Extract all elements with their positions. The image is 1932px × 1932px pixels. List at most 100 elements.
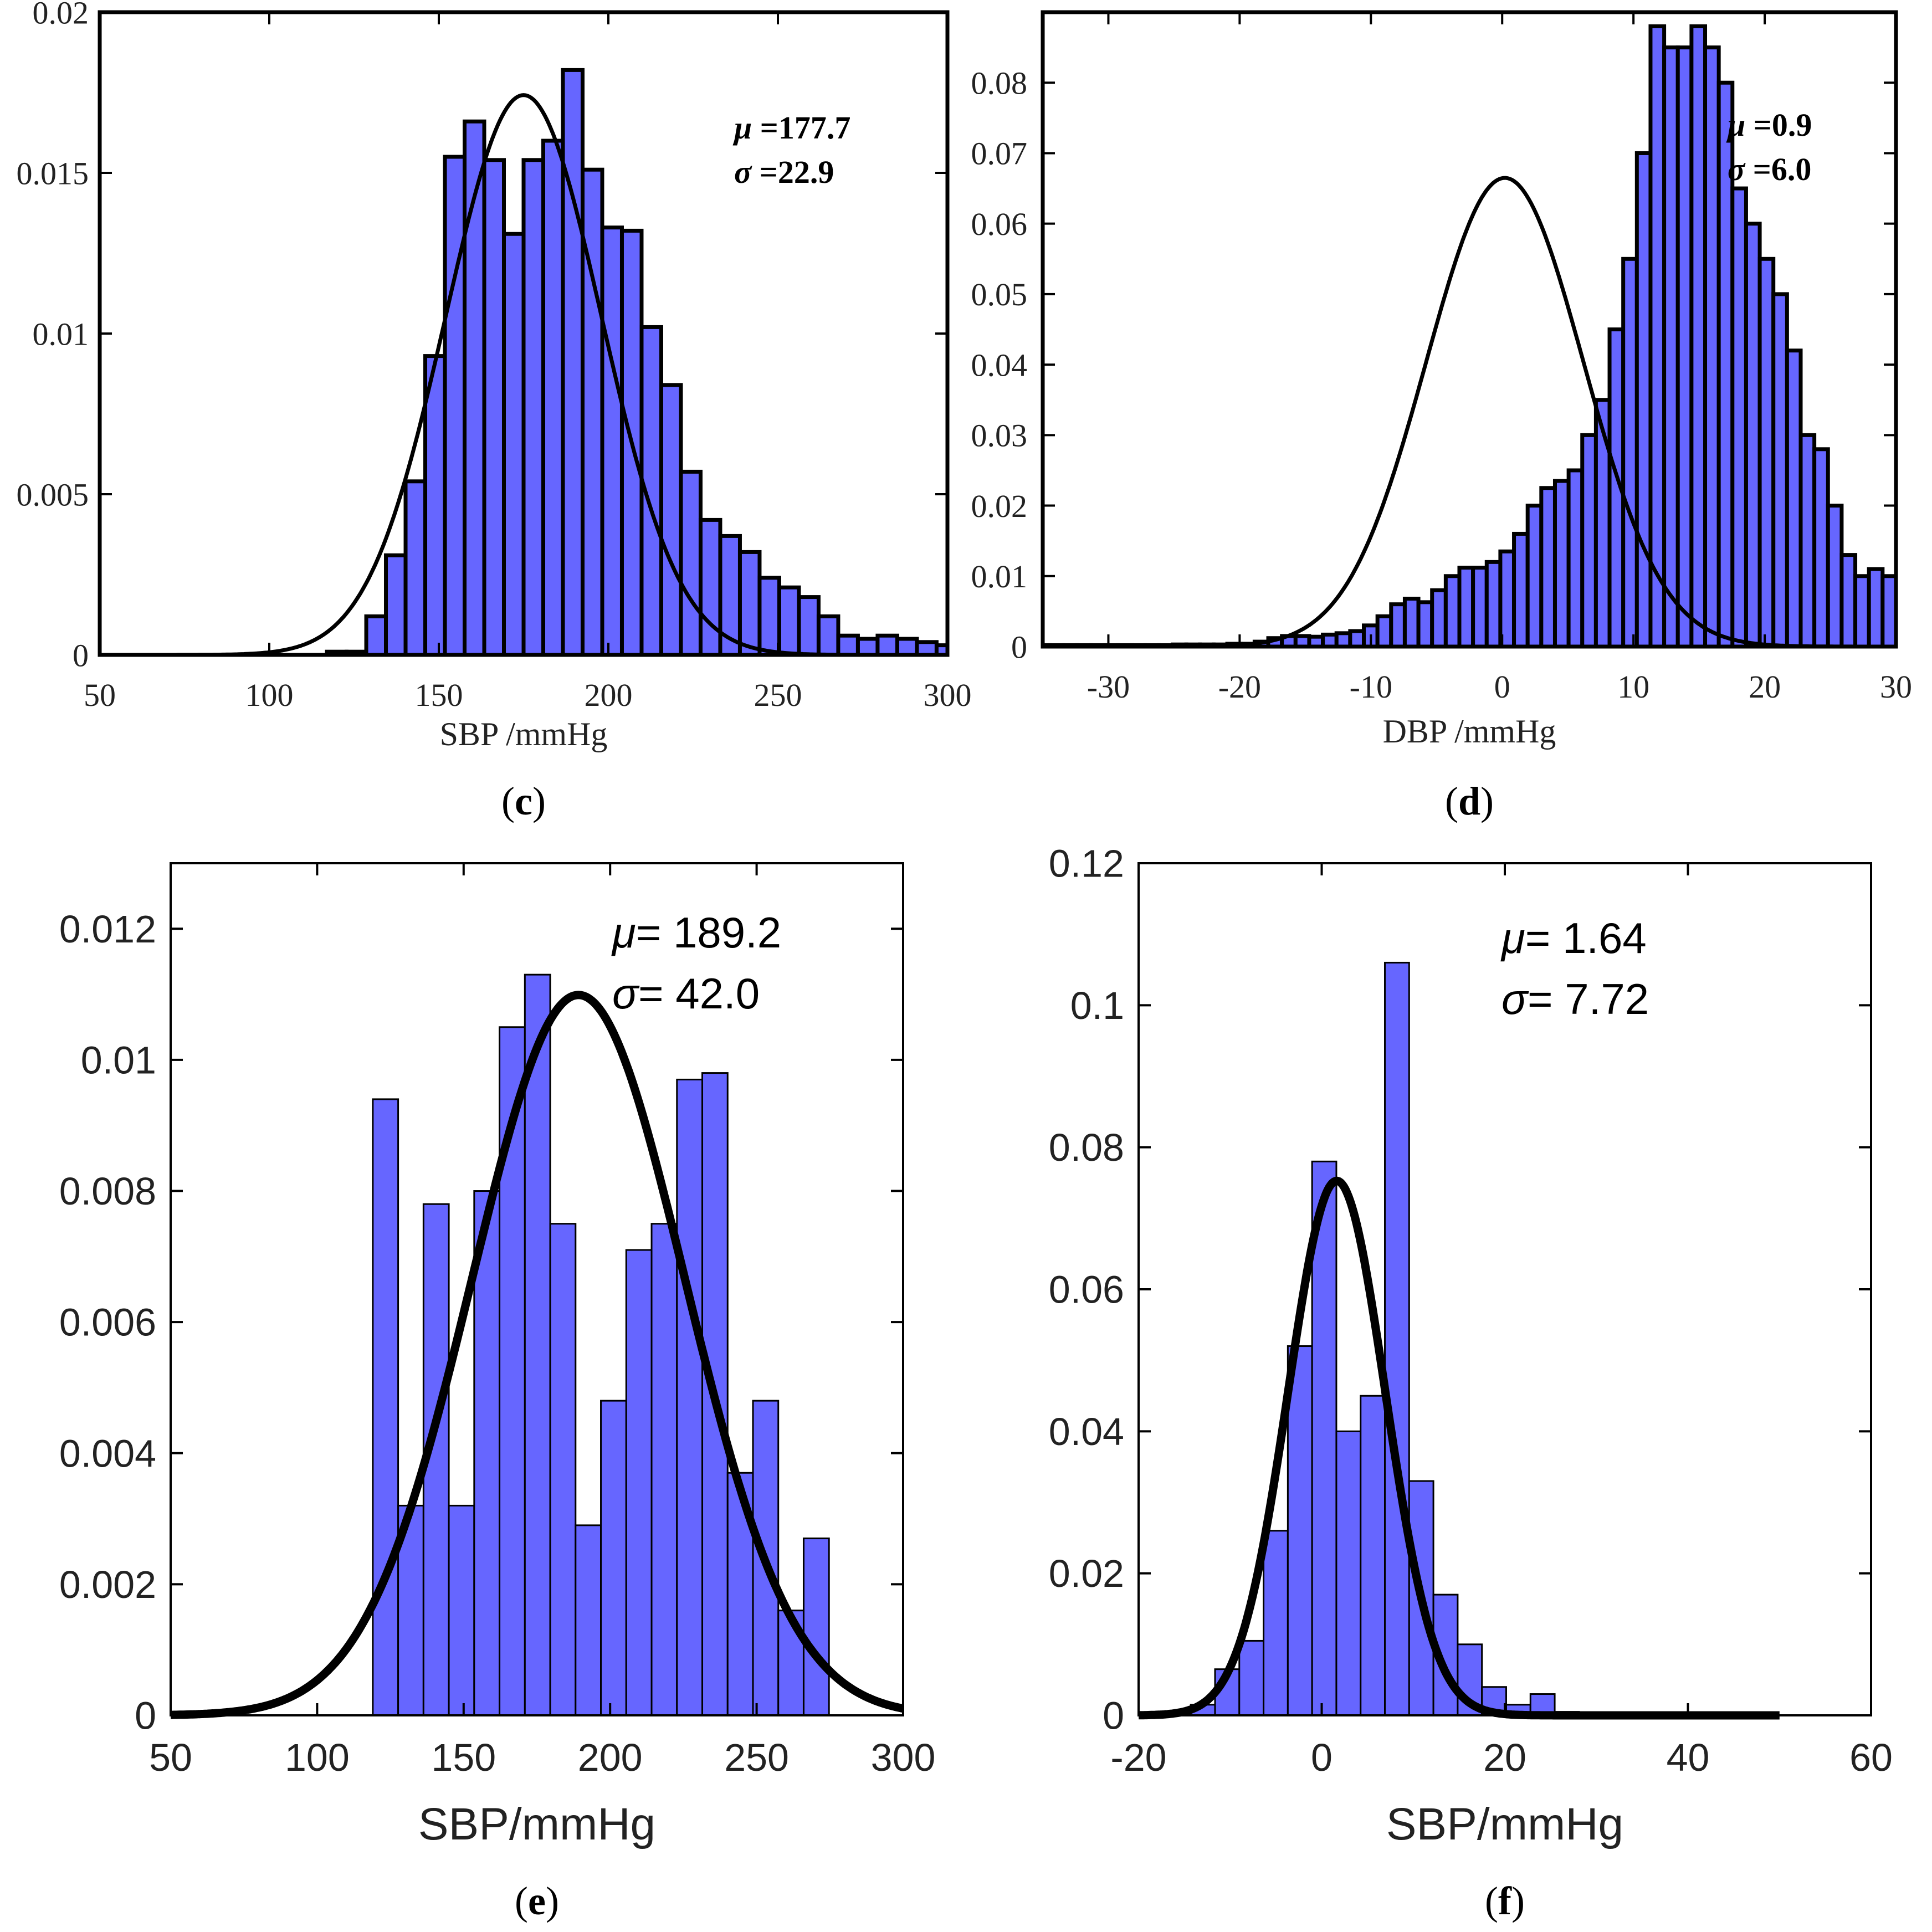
- histogram-bar: [1621, 257, 1639, 649]
- histogram-bar: [482, 158, 506, 657]
- sigma-value: =6.0: [1745, 151, 1811, 187]
- histogram-bar: [1785, 349, 1803, 649]
- subtitle-close-paren: ): [1480, 779, 1494, 823]
- y-tick-label: 0.08: [1049, 1126, 1124, 1169]
- histogram-bar: [600, 1400, 627, 1716]
- sigma-value: =22.9: [751, 154, 834, 190]
- sigma-annotation: σ =22.9: [734, 154, 834, 190]
- histogram-bar: [1689, 24, 1708, 649]
- y-tick-label: 0.002: [59, 1563, 156, 1606]
- histogram-bar: [895, 637, 919, 657]
- histogram-bar: [1662, 45, 1680, 649]
- histogram-bar: [1311, 1160, 1337, 1716]
- panel-subtitle: (d): [1445, 779, 1494, 823]
- sigma-symbol: σ: [734, 154, 752, 190]
- x-tick-label: 10: [1617, 669, 1649, 705]
- histogram-bar: [521, 158, 545, 657]
- histogram-bar: [836, 633, 860, 657]
- histogram-bar: [1566, 468, 1585, 649]
- histogram-bar: [423, 354, 447, 657]
- histogram-bar: [1580, 433, 1598, 649]
- y-tick-label: 0.02: [33, 0, 89, 30]
- histogram-bar: [679, 469, 703, 657]
- x-tick-label: 150: [431, 1736, 496, 1779]
- histogram-bar: [625, 1249, 653, 1716]
- histogram-bar: [600, 226, 624, 657]
- mu-value: =0.9: [1745, 107, 1812, 143]
- mu-value: = 189.2: [636, 908, 781, 957]
- histogram-bar: [855, 637, 880, 657]
- x-tick-label: 100: [285, 1736, 350, 1779]
- histogram-bar: [403, 479, 428, 657]
- histogram-bar: [1416, 600, 1434, 649]
- y-tick-label: 0.06: [1049, 1268, 1124, 1311]
- subtitle-letter: e: [528, 1879, 546, 1923]
- histogram-bar: [816, 614, 841, 657]
- histogram-bar: [1853, 574, 1871, 649]
- x-tick-label: 200: [578, 1736, 643, 1779]
- sigma-value: = 7.72: [1528, 975, 1649, 1023]
- histogram-bar: [1839, 553, 1858, 649]
- y-tick-label: 0: [73, 637, 89, 673]
- y-tick-label: 0.05: [971, 276, 1028, 312]
- histogram-bar: [757, 576, 781, 657]
- y-tick-label: 0.12: [1049, 842, 1124, 885]
- subtitle-open-paren: (: [1445, 779, 1458, 823]
- x-tick-label: 250: [754, 677, 802, 713]
- histogram-bar: [1375, 614, 1393, 649]
- x-tick-label: -20: [1218, 669, 1261, 705]
- histogram-bar: [1798, 433, 1817, 649]
- histogram-bar: [443, 155, 467, 657]
- subtitle-letter: d: [1458, 779, 1480, 823]
- histogram-bar: [1826, 504, 1844, 649]
- mu-value: = 1.64: [1525, 914, 1647, 962]
- histogram-bar: [1867, 567, 1885, 649]
- y-tick-label: 0.03: [971, 418, 1028, 454]
- histogram-bar: [1730, 186, 1748, 649]
- histogram-bar: [777, 585, 801, 657]
- sigma-symbol: σ: [612, 969, 640, 1018]
- mu-annotation: μ= 189.2: [611, 908, 781, 957]
- histogram-bar: [1675, 45, 1694, 649]
- y-tick-label: 0.04: [1049, 1410, 1124, 1453]
- histogram-bar: [1484, 560, 1503, 649]
- subtitle-close-paren: ): [532, 779, 546, 823]
- histogram-bar: [1539, 486, 1557, 649]
- histogram-bar: [1812, 447, 1830, 649]
- histogram-bar: [1744, 222, 1762, 649]
- histogram-bar: [561, 68, 585, 657]
- histogram-bar: [1880, 574, 1898, 649]
- x-tick-label: 0: [1494, 669, 1510, 705]
- histogram-bar: [698, 517, 722, 657]
- mu-annotation: μ =0.9: [1726, 107, 1812, 143]
- x-axis-label: SBP/mmHg: [418, 1799, 655, 1849]
- x-tick-label: -30: [1087, 669, 1130, 705]
- x-tick-label: -20: [1110, 1736, 1166, 1779]
- histogram-bar: [802, 1538, 830, 1716]
- x-tick-label: -10: [1350, 669, 1392, 705]
- histogram-bar: [875, 633, 899, 657]
- y-tick-label: 0.1: [1070, 984, 1124, 1027]
- histogram-bar: [364, 614, 388, 657]
- histogram-bar: [575, 1524, 602, 1716]
- sigma-annotation: σ= 42.0: [612, 969, 760, 1018]
- mu-annotation: μ= 1.64: [1500, 914, 1647, 962]
- chart-panel-f: -20 0 20 40 6000.020.040.060.080.10.12SBP/mm…: [1049, 842, 1893, 1924]
- x-tick-label: 30: [1880, 669, 1912, 705]
- y-tick-label: 0.015: [17, 155, 89, 191]
- histogram-bar: [1443, 574, 1462, 649]
- y-tick-label: 0.01: [81, 1038, 156, 1082]
- chart-panel-e: 50 100 150 200 250 300 0 0.002 0.004 0.006 0.008 0.…: [59, 862, 936, 1923]
- x-tick-label: 300: [871, 1736, 936, 1779]
- histogram-bar: [1471, 566, 1489, 649]
- subtitle-open-paren: (: [501, 779, 515, 823]
- x-axis-label: SBP /mmHg: [440, 716, 608, 752]
- histogram-bar: [1552, 479, 1571, 649]
- chart-panel-d: -30 -20 -10 0 10 20 30 0 0.01 0.02 0.03 0.04 0.05 0.0…: [971, 10, 1912, 823]
- chart-panel-c: 50 100 150 200 250 300 0 0.005 0.01 0.015 0.02 SBP …: [17, 0, 972, 823]
- histogram-bar: [1634, 151, 1653, 649]
- y-tick-label: 0.01: [971, 558, 1028, 595]
- sigma-value: = 42.0: [638, 969, 760, 1018]
- y-tick-label: 0.02: [1049, 1552, 1124, 1595]
